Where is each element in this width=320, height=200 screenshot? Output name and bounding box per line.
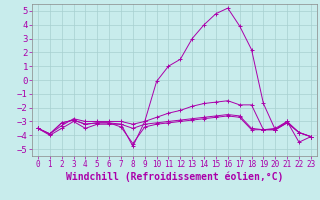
X-axis label: Windchill (Refroidissement éolien,°C): Windchill (Refroidissement éolien,°C): [66, 172, 283, 182]
